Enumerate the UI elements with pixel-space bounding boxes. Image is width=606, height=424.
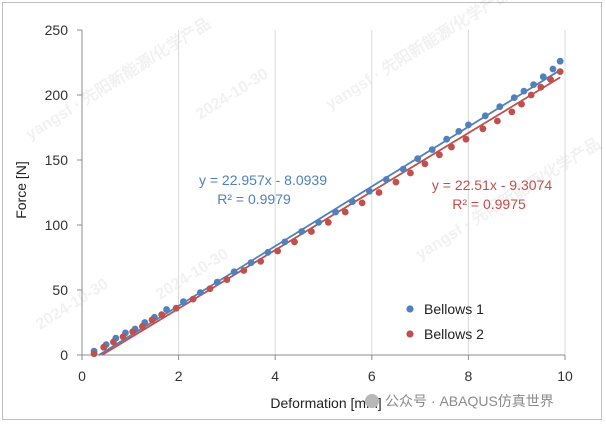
series-2-r2: R² = 0.9975: [452, 196, 526, 212]
data-point-series-2: [436, 151, 443, 159]
data-point-series-1: [264, 248, 272, 256]
data-point-series-1: [349, 198, 356, 206]
y-tick-label: 50: [52, 282, 68, 298]
data-point-series-1: [428, 146, 436, 154]
y-tick-label: 200: [45, 87, 69, 103]
data-point-series-2: [341, 208, 349, 216]
legend: Bellows 1 Bellows 2: [406, 301, 484, 342]
data-point-series-1: [230, 268, 238, 276]
y-tick-label: 100: [45, 217, 69, 233]
data-point-series-1: [247, 259, 255, 267]
data-point-series-2: [462, 135, 470, 143]
data-point-series-1: [332, 208, 339, 216]
data-point-series-2: [448, 143, 455, 151]
legend-marker-bellows-1: [406, 305, 414, 313]
data-point-series-2: [493, 117, 501, 125]
data-point-series-1: [539, 73, 547, 81]
x-tick-label: 8: [465, 368, 473, 384]
data-point-series-2: [172, 304, 180, 312]
watermark-text: 2024-10-30: [193, 66, 272, 124]
legend-label-bellows-2: Bellows 2: [424, 326, 484, 342]
data-point-series-1: [213, 278, 221, 286]
data-point-series-2: [274, 247, 282, 255]
watermark-text: 2024-10-30: [153, 246, 232, 304]
data-point-series-2: [257, 258, 265, 265]
data-point-series-1: [180, 298, 187, 306]
y-tick-label: 150: [45, 152, 69, 168]
watermark-text: 2024-10-30: [33, 276, 112, 334]
data-point-series-2: [90, 350, 98, 358]
data-point-series-2: [392, 178, 400, 186]
x-axis-title: Deformation [mm]: [270, 395, 381, 411]
data-point-series-1: [520, 87, 528, 95]
data-point-series-1: [365, 187, 373, 195]
data-point-series-2: [119, 333, 127, 341]
data-point-series-1: [530, 81, 538, 88]
data-point-series-2: [308, 228, 315, 235]
wechat-icon: [365, 394, 379, 408]
y-tick-label: 0: [60, 347, 68, 363]
series-1-r2: R² = 0.9979: [217, 191, 291, 207]
x-tick-label: 6: [368, 368, 376, 384]
data-point-series-2: [508, 108, 516, 116]
data-point-series-1: [455, 127, 463, 135]
legend-label-bellows-1: Bellows 1: [424, 301, 484, 317]
data-point-series-2: [358, 199, 366, 207]
data-point-series-2: [138, 323, 146, 330]
data-point-series-1: [196, 289, 204, 296]
data-point-series-2: [324, 219, 332, 226]
data-point-series-2: [375, 189, 383, 196]
data-point-series-1: [163, 306, 170, 313]
data-point-series-2: [518, 100, 525, 108]
y-axis-title: Force [N]: [13, 161, 29, 219]
data-point-series-1: [414, 155, 422, 163]
data-point-series-1: [510, 94, 518, 101]
data-point-series-2: [158, 311, 166, 319]
footer-watermark-text: 公众号 · ABAQUS仿真世界: [385, 393, 554, 409]
data-point-series-2: [223, 276, 231, 283]
watermark-text: yangsf · 先阳新能源/化学产品: [322, 0, 514, 113]
data-point-series-1: [315, 219, 323, 226]
data-point-series-2: [527, 91, 535, 99]
data-point-series-2: [421, 160, 429, 168]
x-tick-label: 10: [557, 368, 573, 384]
axes: 0 50 100 150 200 250 0 2 4 6 8 10: [45, 22, 573, 384]
x-tick-label: 4: [271, 368, 279, 384]
data-point-series-1: [549, 65, 557, 73]
series-1-equation: y = 22.957x - 8.0939: [199, 172, 327, 188]
y-tick-label: 250: [45, 22, 69, 38]
data-point-series-2: [206, 285, 214, 293]
data-point-series-2: [189, 295, 197, 303]
data-point-series-1: [443, 135, 451, 143]
data-point-series-1: [465, 121, 472, 129]
data-point-series-1: [496, 103, 504, 111]
data-point-series-2: [407, 169, 414, 177]
x-tick-label: 0: [78, 368, 86, 384]
data-point-series-1: [556, 57, 564, 65]
data-point-series-2: [240, 267, 248, 274]
data-point-series-2: [537, 83, 545, 91]
data-point-series-2: [291, 238, 298, 246]
series-2-equation: y = 22.51x - 9.3074: [432, 177, 552, 193]
data-point-series-2: [109, 338, 117, 346]
data-point-series-2: [556, 68, 564, 75]
x-tick-label: 2: [175, 368, 183, 384]
data-point-series-2: [129, 328, 137, 335]
data-point-series-1: [281, 238, 289, 246]
data-point-series-1: [298, 228, 306, 235]
data-point-series-2: [479, 125, 487, 133]
footer-watermark: 公众号 · ABAQUS仿真世界: [365, 393, 554, 409]
legend-marker-bellows-2: [406, 330, 414, 338]
data-point-series-2: [100, 343, 108, 351]
data-points: [90, 57, 564, 358]
chart-frame: [2, 2, 602, 420]
data-point-series-2: [547, 76, 554, 83]
data-point-series-2: [148, 316, 156, 324]
data-point-series-1: [399, 165, 407, 173]
data-point-series-1: [382, 176, 390, 183]
data-point-series-1: [481, 112, 489, 120]
